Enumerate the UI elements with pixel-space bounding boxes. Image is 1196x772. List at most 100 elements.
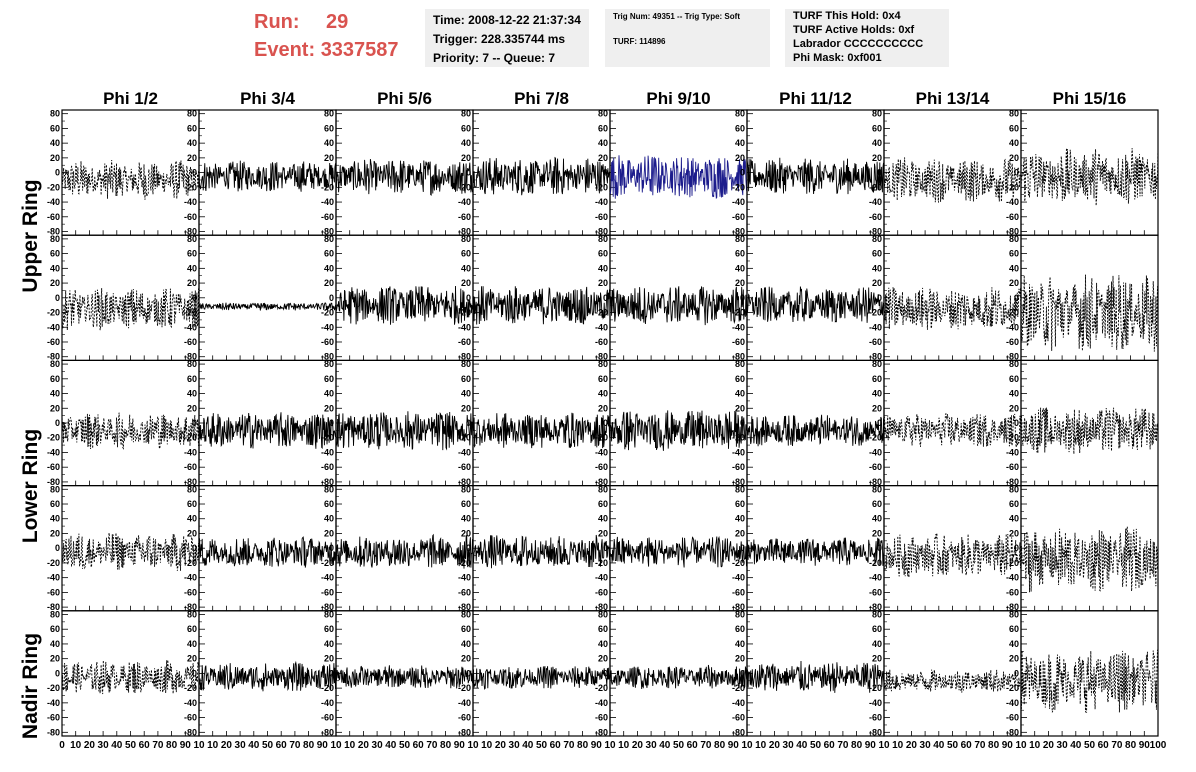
y-tick-label-r4c0-7: -60	[47, 713, 60, 723]
y-tick-label-r0c2-5: -20	[321, 182, 334, 192]
x-tick-label-c5-1: 20	[769, 740, 781, 751]
x-tick-label-c1-4: 50	[262, 740, 274, 751]
y-tick-label-r4c1-4: 0	[192, 668, 197, 678]
y-tick-label-r3c1-6: -40	[184, 573, 197, 583]
y-tick-label-r4c1-3: 20	[187, 654, 197, 664]
y-tick-label-r3c0-0: 80	[50, 484, 60, 494]
waveform-trace-r2c4	[609, 410, 748, 451]
x-tick-label-c1-3: 40	[248, 740, 260, 751]
y-tick-label-r4c3-7: -60	[458, 713, 471, 723]
waveform-trace-r0c7	[1020, 148, 1159, 206]
x-tick-label-c0-9: 90	[180, 740, 192, 751]
y-tick-label-r1c3-4: 0	[466, 293, 471, 303]
y-tick-label-r3c1-7: -60	[184, 587, 197, 597]
waveform-trace-r0c3	[472, 156, 611, 196]
y-tick-label-r0c6-7: -60	[869, 212, 882, 222]
y-tick-label-r4c3-6: -40	[458, 698, 471, 708]
x-tick-label-c3-2: 30	[509, 740, 521, 751]
waveform-trace-r1c3	[472, 286, 611, 325]
y-tick-label-r1c0-6: -40	[47, 322, 60, 332]
y-tick-label-r1c1-4: 0	[192, 293, 197, 303]
x-tick-label-c2-9: 10	[467, 740, 479, 751]
y-tick-label-r0c3-4: 0	[466, 168, 471, 178]
y-tick-label-r4c4-1: 60	[598, 624, 608, 634]
x-tick-label-c4-5: 60	[687, 740, 699, 751]
y-tick-label-r0c6-2: 40	[872, 138, 882, 148]
x-tick-label-c7-1: 20	[1043, 740, 1055, 751]
y-tick-label-r4c1-8: -80	[184, 727, 197, 737]
y-tick-label-r3c4-5: -20	[595, 558, 608, 568]
y-tick-label-r4c6-8: -80	[869, 727, 882, 737]
y-tick-label-r1c3-5: -20	[458, 308, 471, 318]
y-tick-label-r0c5-3: 20	[735, 153, 745, 163]
y-tick-label-r2c3-8: -80	[458, 477, 471, 487]
y-tick-label-r2c0-0: 80	[50, 359, 60, 369]
waveform-trace-r0c5	[746, 157, 885, 195]
y-tick-label-r4c1-6: -40	[184, 698, 197, 708]
y-tick-label-r1c2-5: -20	[321, 308, 334, 318]
y-tick-label-r2c6-3: 20	[872, 403, 882, 413]
y-tick-label-r3c3-3: 20	[461, 528, 471, 538]
y-tick-label-r0c2-6: -40	[321, 197, 334, 207]
y-tick-label-r3c1-4: 0	[192, 543, 197, 553]
y-tick-label-r1c7-6: -40	[1006, 322, 1019, 332]
priority-line: Priority: 7 -- Queue: 7	[433, 51, 556, 65]
y-tick-label-r3c2-3: 20	[324, 528, 334, 538]
x-tick-label-c6-8: 90	[1002, 740, 1014, 751]
y-tick-label-r4c4-0: 80	[598, 609, 608, 619]
y-tick-label-r1c1-1: 60	[187, 249, 197, 259]
y-tick-label-r3c4-1: 60	[598, 499, 608, 509]
waveform-trace-r0c6	[883, 157, 1022, 203]
y-tick-label-r0c3-5: -20	[458, 182, 471, 192]
run-label-text: Run:	[254, 11, 300, 33]
y-tick-label-r2c6-6: -40	[869, 447, 882, 457]
y-tick-label-r1c3-8: -80	[458, 352, 471, 362]
y-tick-label-r2c5-7: -60	[732, 462, 745, 472]
y-tick-label-r1c0-4: 0	[55, 293, 60, 303]
x-tick-label-c3-5: 60	[550, 740, 562, 751]
y-tick-label-r2c3-4: 0	[466, 418, 471, 428]
x-tick-label-c4-3: 40	[659, 740, 671, 751]
y-tick-label-r3c1-2: 40	[187, 514, 197, 524]
waveform-trace-r4c5	[746, 660, 885, 693]
y-tick-label-r0c4-6: -40	[595, 197, 608, 207]
waveform-trace-r4c3	[472, 666, 611, 690]
y-tick-label-r2c0-6: -40	[47, 447, 60, 457]
y-tick-label-r0c0-2: 40	[50, 138, 60, 148]
waveform-trace-r2c1	[198, 412, 337, 449]
y-tick-label-r3c6-2: 40	[872, 514, 882, 524]
y-tick-label-r1c4-8: -80	[595, 352, 608, 362]
labrador-line: Labrador CCCCCCCCCC	[793, 38, 924, 50]
y-tick-label-r4c2-4: 0	[329, 668, 334, 678]
time-line: Time: 2008-12-22 21:37:34	[433, 13, 581, 27]
y-tick-label-r2c0-7: -60	[47, 462, 60, 472]
y-tick-label-r3c3-0: 80	[461, 484, 471, 494]
y-tick-label-r0c4-7: -60	[595, 212, 608, 222]
event-number-value: 3337587	[320, 39, 399, 61]
x-tick-label-c7-9: 100	[1150, 740, 1167, 751]
y-tick-label-r1c7-4: 0	[1014, 293, 1019, 303]
waveform-trace-r2c6	[883, 412, 1022, 448]
y-tick-label-r4c0-1: 60	[50, 624, 60, 634]
x-tick-label-c4-1: 20	[632, 740, 644, 751]
waveform-trace-r1c2	[335, 285, 474, 325]
y-tick-label-r1c7-5: -20	[1006, 308, 1019, 318]
y-tick-label-r0c6-4: 0	[877, 168, 882, 178]
y-tick-label-r2c3-1: 60	[461, 374, 471, 384]
x-tick-label-c1-8: 90	[317, 740, 329, 751]
x-tick-label-c2-6: 70	[426, 740, 438, 751]
y-tick-label-r3c4-8: -80	[595, 602, 608, 612]
y-tick-label-r1c7-2: 40	[1009, 263, 1019, 273]
column-title-7: Phi 13/14	[916, 89, 990, 108]
y-tick-label-r0c5-2: 40	[735, 138, 745, 148]
y-tick-label-r4c1-0: 80	[187, 609, 197, 619]
y-tick-label-r1c5-8: -80	[732, 352, 745, 362]
y-tick-label-r1c5-6: -40	[732, 322, 745, 332]
y-tick-label-r2c1-5: -20	[184, 433, 197, 443]
y-tick-label-r4c6-7: -60	[869, 713, 882, 723]
y-tick-label-r4c6-2: 40	[872, 639, 882, 649]
y-tick-label-r3c3-2: 40	[461, 514, 471, 524]
y-tick-label-r1c4-7: -60	[595, 337, 608, 347]
y-tick-label-r3c5-3: 20	[735, 528, 745, 538]
